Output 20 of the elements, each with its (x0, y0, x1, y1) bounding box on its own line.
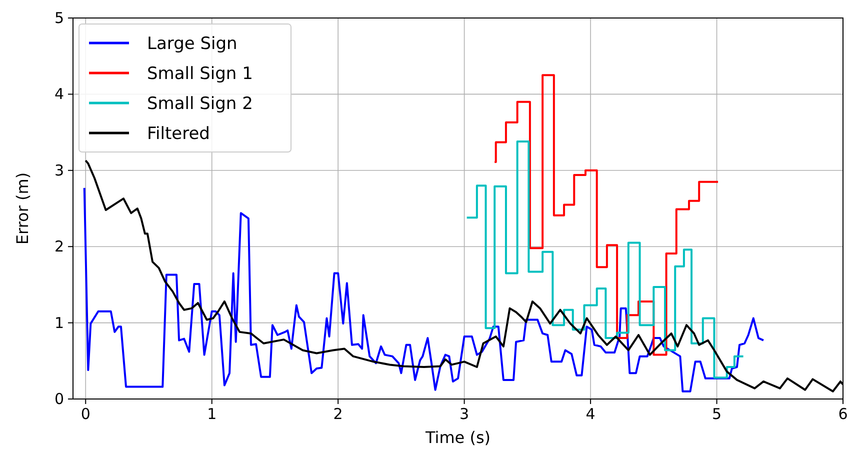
y-tick-label: 0 (54, 390, 64, 408)
x-tick-label: 1 (207, 405, 217, 423)
y-tick-label: 3 (54, 161, 64, 180)
x-tick-label: 5 (712, 405, 722, 423)
y-tick-label: 4 (54, 85, 64, 104)
x-tick-label: 4 (586, 405, 596, 423)
x-axis-title: Time (s) (424, 428, 491, 447)
x-tick-label: 6 (838, 405, 848, 423)
legend-label: Small Sign 2 (147, 94, 253, 114)
x-tick-label: 0 (80, 405, 90, 423)
legend-label: Small Sign 1 (147, 64, 253, 84)
y-tick-label: 2 (54, 238, 64, 256)
y-tick-label: 1 (54, 314, 64, 332)
y-axis-title: Error (m) (13, 172, 32, 245)
x-tick-label: 2 (333, 405, 343, 423)
x-tick-label: 3 (460, 405, 470, 423)
y-tick-label: 5 (54, 9, 64, 27)
legend-label: Filtered (147, 124, 210, 144)
legend-label: Large Sign (147, 34, 238, 54)
line-series (83, 186, 764, 392)
